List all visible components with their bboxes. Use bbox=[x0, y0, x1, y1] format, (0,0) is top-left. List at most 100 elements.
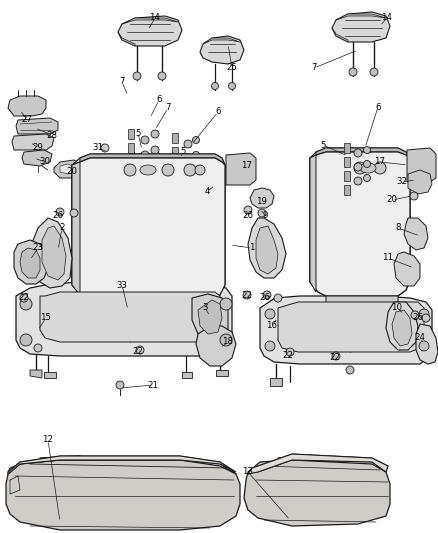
Text: 22: 22 bbox=[241, 290, 252, 300]
Circle shape bbox=[419, 309, 429, 319]
Circle shape bbox=[141, 166, 149, 174]
Circle shape bbox=[192, 136, 199, 143]
Polygon shape bbox=[172, 161, 178, 171]
Text: 8: 8 bbox=[395, 223, 401, 232]
Text: 16: 16 bbox=[266, 320, 278, 329]
Circle shape bbox=[364, 174, 371, 182]
Text: 14: 14 bbox=[381, 13, 392, 22]
Circle shape bbox=[184, 168, 192, 176]
Polygon shape bbox=[332, 28, 348, 42]
Text: 6: 6 bbox=[215, 108, 221, 117]
Text: 9: 9 bbox=[262, 211, 268, 220]
Circle shape bbox=[220, 298, 232, 310]
Text: 22: 22 bbox=[133, 348, 144, 357]
Polygon shape bbox=[8, 456, 236, 474]
Polygon shape bbox=[198, 300, 222, 334]
Polygon shape bbox=[270, 378, 282, 386]
Text: 28: 28 bbox=[46, 131, 57, 140]
Polygon shape bbox=[40, 292, 220, 342]
Polygon shape bbox=[8, 462, 20, 474]
Text: 29: 29 bbox=[32, 143, 43, 152]
Polygon shape bbox=[203, 38, 240, 44]
Circle shape bbox=[162, 164, 174, 176]
Polygon shape bbox=[44, 372, 56, 378]
Text: 18: 18 bbox=[223, 337, 233, 346]
Circle shape bbox=[244, 206, 252, 214]
Circle shape bbox=[263, 291, 271, 299]
Circle shape bbox=[20, 298, 32, 310]
Circle shape bbox=[364, 147, 371, 154]
Circle shape bbox=[419, 341, 429, 351]
Polygon shape bbox=[42, 226, 66, 280]
Text: 31: 31 bbox=[92, 143, 103, 152]
Polygon shape bbox=[8, 96, 46, 116]
Polygon shape bbox=[408, 170, 432, 194]
Circle shape bbox=[220, 334, 232, 346]
Circle shape bbox=[151, 162, 159, 170]
Polygon shape bbox=[226, 153, 256, 185]
Ellipse shape bbox=[140, 165, 156, 175]
Polygon shape bbox=[182, 372, 192, 378]
Polygon shape bbox=[118, 16, 182, 46]
Polygon shape bbox=[248, 218, 286, 278]
Text: 22: 22 bbox=[283, 351, 293, 359]
Polygon shape bbox=[172, 133, 178, 143]
Text: 17: 17 bbox=[374, 157, 385, 166]
Circle shape bbox=[258, 209, 266, 217]
Text: 11: 11 bbox=[382, 254, 393, 262]
Polygon shape bbox=[172, 147, 178, 157]
Text: 2: 2 bbox=[59, 223, 65, 232]
Polygon shape bbox=[12, 134, 54, 150]
Polygon shape bbox=[326, 296, 398, 316]
Polygon shape bbox=[60, 164, 76, 174]
Polygon shape bbox=[72, 158, 225, 300]
Circle shape bbox=[192, 166, 199, 174]
Text: 6: 6 bbox=[375, 102, 381, 111]
Text: 20: 20 bbox=[67, 167, 78, 176]
Text: 5: 5 bbox=[135, 128, 141, 138]
Circle shape bbox=[184, 140, 192, 148]
Circle shape bbox=[364, 160, 371, 167]
Polygon shape bbox=[128, 143, 134, 153]
Polygon shape bbox=[332, 12, 390, 42]
Circle shape bbox=[370, 68, 378, 76]
Polygon shape bbox=[310, 148, 410, 296]
Circle shape bbox=[265, 341, 275, 351]
Circle shape bbox=[410, 192, 418, 200]
Polygon shape bbox=[14, 240, 48, 284]
Text: 7: 7 bbox=[311, 63, 317, 72]
Polygon shape bbox=[256, 226, 278, 274]
Polygon shape bbox=[30, 218, 72, 288]
Circle shape bbox=[20, 334, 32, 346]
Text: 4: 4 bbox=[204, 188, 210, 197]
Circle shape bbox=[124, 164, 136, 176]
Circle shape bbox=[354, 149, 362, 157]
Circle shape bbox=[354, 177, 362, 185]
Circle shape bbox=[332, 352, 340, 360]
Polygon shape bbox=[72, 154, 225, 304]
Polygon shape bbox=[98, 308, 178, 330]
Text: 22: 22 bbox=[18, 294, 29, 303]
Circle shape bbox=[101, 156, 109, 164]
Circle shape bbox=[20, 294, 28, 302]
Circle shape bbox=[243, 291, 251, 299]
Polygon shape bbox=[416, 324, 438, 364]
Circle shape bbox=[422, 314, 430, 322]
Text: 17: 17 bbox=[241, 160, 252, 169]
Text: 3: 3 bbox=[202, 303, 208, 312]
Circle shape bbox=[354, 162, 366, 174]
Circle shape bbox=[141, 136, 149, 144]
Circle shape bbox=[101, 144, 109, 152]
Circle shape bbox=[229, 83, 236, 90]
Polygon shape bbox=[54, 160, 80, 178]
Circle shape bbox=[151, 146, 159, 154]
Polygon shape bbox=[344, 185, 350, 195]
Polygon shape bbox=[196, 326, 236, 366]
Polygon shape bbox=[260, 296, 432, 364]
Circle shape bbox=[116, 381, 124, 389]
Polygon shape bbox=[386, 302, 418, 350]
Circle shape bbox=[184, 164, 196, 176]
Polygon shape bbox=[394, 252, 420, 286]
Circle shape bbox=[349, 68, 357, 76]
Polygon shape bbox=[250, 188, 274, 208]
